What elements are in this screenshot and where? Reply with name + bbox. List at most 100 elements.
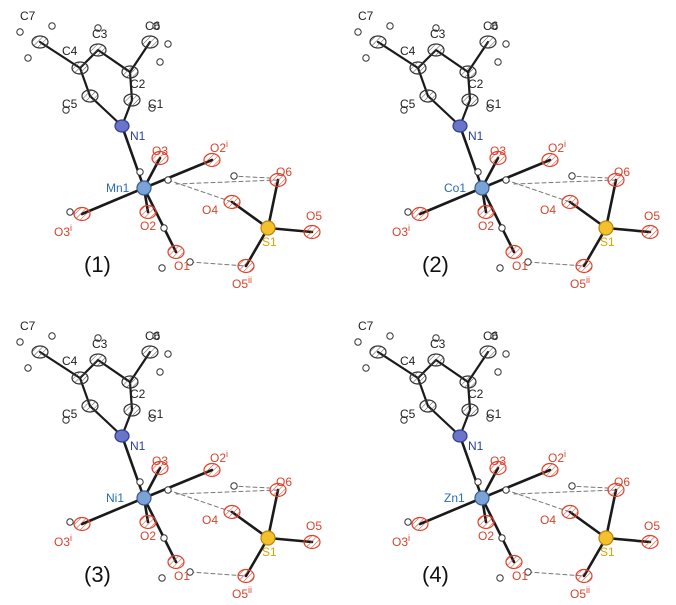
label-c6: C6 [145,19,161,33]
panel-label: (2) [422,252,449,277]
nitrogen-atom-n1 [452,429,468,443]
carbon-atom-c4 [71,61,89,75]
hydrogen-atom [486,104,494,112]
hydrogen-atom [386,22,394,30]
label-o1: O1 [512,569,528,583]
hydrogen-atom [164,486,172,494]
panel-4: C7 C6 C4 C3 C2 C5 C1 N1 O3 O2i O3i O2 O4 O6 O5 S1 O1 O5ii… [354,319,660,601]
hydrogen-atom [24,54,32,62]
hydrogen-atom [568,482,576,490]
hydrogen-atom [496,574,504,582]
label-c2: C2 [468,387,484,401]
label-o4: O4 [540,203,556,217]
label-c6: C6 [483,19,499,33]
carbon-atom-c4 [71,371,89,385]
panel-3: C7 C6 C4 C3 C2 C5 C1 N1 O3 O2i O3i O2 O4 O6 O5 S1 O1 O5ii… [16,319,322,601]
label-c7: C7 [20,319,36,333]
oxygen-atom-o6 [269,172,287,188]
hydrogen-atom [362,54,370,62]
hydrogen-atom [362,364,370,372]
oxygen-atom-o4 [561,194,579,210]
hydrogen-atom [474,478,482,486]
hydrogen-atom [568,172,576,180]
carbon-atom-c5 [81,89,99,103]
label-o5-ii: O5ii [570,585,590,601]
label-c1: C1 [148,97,164,111]
hydrogen-atom [152,332,160,340]
label-o2-i: O2i [210,139,228,155]
oxygen-atom-o1 [167,554,185,570]
hydrogen-atom [160,534,168,542]
label-c7: C7 [358,319,374,333]
oxygen-atom-o3 [151,460,169,476]
label-o4: O4 [202,513,218,527]
hydrogen-atom [502,40,510,48]
label-c5: C5 [62,407,78,421]
label-o6: O6 [614,165,630,179]
nitrogen-atom-n1 [114,429,130,443]
carbon-atom-c7 [31,345,49,359]
label-o5: O5 [306,519,322,533]
hydrogen-atom [136,478,144,486]
metal-atom [136,180,152,196]
carbon-atom-c6 [479,345,497,359]
hydrogen-atom [158,264,166,272]
hydrogen-atom [148,104,156,112]
carbon-atom-c2 [459,375,477,389]
label-o3-i: O3i [54,533,72,549]
hydrogen-atom [230,172,238,180]
label-c7: C7 [358,9,374,23]
hydrogen-atom [16,28,24,36]
hydrogen-atom [16,338,24,346]
label-o3: O3 [490,454,506,468]
hydrogen-atom [524,568,532,576]
hydrogen-atom [160,224,168,232]
oxygen-atom-o4 [223,504,241,520]
nitrogen-atom-n1 [452,119,468,133]
label-o3: O3 [152,144,168,158]
carbon-atom-c6 [141,35,159,49]
label-o4: O4 [540,513,556,527]
metal-atom [474,490,490,506]
hydrogen-atom [186,258,194,266]
label-o3: O3 [490,144,506,158]
label-n1: N1 [130,439,146,453]
label-c3: C3 [430,27,446,41]
carbon-atom-c6 [479,35,497,49]
carbon-atom-c1 [123,403,141,417]
carbon-atom-c1 [123,93,141,107]
hydrogen-atom [354,338,362,346]
panel-label: (4) [422,562,449,587]
hydrogen-atom [136,168,144,176]
hydrogen-atom [152,22,160,30]
hydrogen-atom [494,58,502,66]
label-metal: Mn1 [106,181,130,195]
label-c4: C4 [400,44,416,58]
panel-label: (1) [84,252,111,277]
label-c6: C6 [145,329,161,343]
label-c5: C5 [400,97,416,111]
hydrogen-atom [354,28,362,36]
oxygen-atom-o5 [303,534,321,550]
label-n1: N1 [468,129,484,143]
carbon-atom-c4 [409,371,427,385]
label-c1: C1 [486,407,502,421]
label-c6: C6 [483,329,499,343]
carbon-atom-c7 [31,35,49,49]
carbon-atom-c5 [81,399,99,413]
label-o1: O1 [512,259,528,273]
oxygen-atom-o5ii [575,258,593,274]
hydrogen-atom [400,106,408,114]
hydrogen-atom [404,208,412,216]
label-n1: N1 [468,439,484,453]
label-o2: O2 [478,219,494,233]
label-o1: O1 [174,259,190,273]
oxygen-atom-o6 [269,482,287,498]
oxygen-atom-o4 [561,504,579,520]
label-c1: C1 [148,407,164,421]
hydrogen-atom [164,350,172,358]
hydrogen-atom [502,350,510,358]
hydrogen-atom [502,176,510,184]
label-c2: C2 [130,387,146,401]
oxygen-atom-o5 [641,534,659,550]
